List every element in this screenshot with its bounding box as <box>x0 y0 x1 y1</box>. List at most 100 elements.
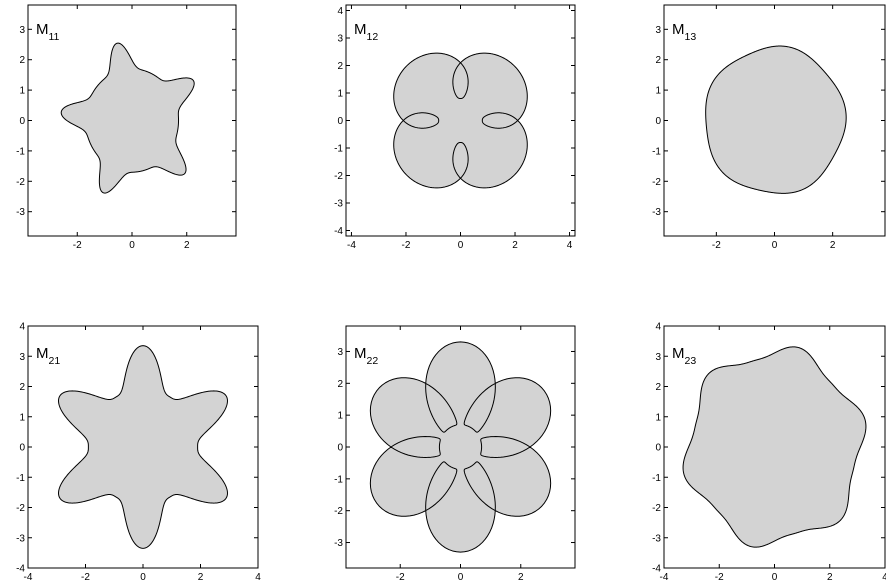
panel-label-m11: M11 <box>36 21 60 43</box>
x-tick-label-m11-0: -2 <box>73 240 82 251</box>
y-tick-label-m12-1: -3 <box>334 199 343 210</box>
y-tick-label-m21-2: -2 <box>16 503 25 514</box>
y-tick-label-m22-0: -3 <box>334 538 343 549</box>
y-tick-label-m12-0: -4 <box>334 226 343 237</box>
y-axis-m12: -4 -3 -2 -1 0 1 2 3 4 <box>334 6 575 237</box>
y-tick-label-m12-2: -2 <box>334 171 343 182</box>
x-tick-label-m22-2: 2 <box>518 572 524 581</box>
panel-label-m21: M21 <box>36 345 60 367</box>
y-tick-label-m11-4: 1 <box>19 86 25 97</box>
shape-m23 <box>682 346 867 548</box>
panel-m12: -4 -2 0 2 4 -4 -3 -2 -1 0 1 2 3 4 M12 <box>334 4 576 251</box>
y-tick-label-m22-6: 3 <box>337 347 343 358</box>
y-tick-label-m23-8: 4 <box>655 322 661 333</box>
y-tick-label-m13-3: 0 <box>655 116 661 127</box>
y-tick-label-m22-2: -1 <box>334 474 343 485</box>
x-axis-m11: -2 0 2 <box>73 5 190 251</box>
panel-m21: -4 -2 0 2 4 -4 -3 -2 -1 0 1 2 3 4 M21 <box>16 322 261 581</box>
x-tick-label-m12-0: -4 <box>347 240 356 251</box>
panel-label-m13: M13 <box>672 21 696 43</box>
y-tick-label-m21-0: -4 <box>16 564 25 575</box>
x-tick-label-m21-1: -2 <box>81 572 90 581</box>
x-axis-m21: -4 -2 0 2 4 <box>24 326 261 581</box>
y-tick-label-m23-1: -3 <box>652 533 661 544</box>
shape-m21 <box>58 345 228 549</box>
shape-m12 <box>393 52 528 189</box>
panel-label-m23: M23 <box>672 345 696 367</box>
x-tick-label-m13-2: 2 <box>830 240 836 251</box>
y-tick-label-m21-4: 0 <box>19 443 25 454</box>
y-tick-label-m21-8: 4 <box>19 322 25 333</box>
y-tick-label-m11-6: 3 <box>19 25 25 36</box>
y-tick-label-m23-2: -2 <box>652 503 661 514</box>
panel-label-m12: M12 <box>354 21 378 43</box>
y-tick-label-m11-2: -1 <box>16 146 25 157</box>
y-axis-m21: -4 -3 -2 -1 0 1 2 3 4 <box>16 322 258 575</box>
x-tick-label-m21-4: 4 <box>255 572 261 581</box>
y-tick-label-m13-6: 3 <box>655 25 661 36</box>
panel-m13: -2 0 2 -3 -2 -1 0 1 2 3 M13 <box>652 4 886 251</box>
y-tick-label-m22-5: 2 <box>337 379 343 390</box>
y-tick-label-m23-3: -1 <box>652 473 661 484</box>
panel-m23: -4 -2 0 2 4 -4 -3 -2 -1 0 1 2 3 4 M23 <box>652 322 886 581</box>
y-tick-label-m12-6: 2 <box>337 61 343 72</box>
y-tick-label-m21-6: 2 <box>19 382 25 393</box>
y-tick-label-m11-5: 2 <box>19 55 25 66</box>
x-tick-label-m23-1: -2 <box>715 572 724 581</box>
y-tick-label-m12-5: 1 <box>337 89 343 100</box>
y-axis-m22: -3 -2 -1 0 1 2 3 <box>334 347 575 549</box>
y-tick-label-m12-7: 3 <box>337 34 343 45</box>
x-tick-label-m13-0: -2 <box>712 240 721 251</box>
x-tick-label-m23-2: 0 <box>772 572 778 581</box>
x-tick-label-m11-2: 2 <box>184 240 190 251</box>
x-tick-label-m12-4: 4 <box>567 240 573 251</box>
panel-m22: -2 0 2 -3 -2 -1 0 1 2 3 M22 <box>334 325 576 581</box>
x-axis-m13: -2 0 2 <box>712 5 836 251</box>
y-tick-label-m12-3: -1 <box>334 144 343 155</box>
y-axis-m23: -4 -3 -2 -1 0 1 2 3 4 <box>652 322 885 575</box>
panel-label-m22: M22 <box>354 345 378 367</box>
y-tick-label-m11-3: 0 <box>19 116 25 127</box>
x-axis-m12: -4 -2 0 2 4 <box>347 5 573 251</box>
y-tick-label-m12-4: 0 <box>337 116 343 127</box>
y-tick-label-m13-5: 2 <box>655 55 661 66</box>
x-axis-m23: -4 -2 0 2 4 <box>660 326 886 581</box>
x-tick-label-m23-3: 2 <box>827 572 833 581</box>
x-tick-label-m23-0: -4 <box>660 572 669 581</box>
y-tick-label-m23-4: 0 <box>655 443 661 454</box>
y-tick-label-m22-3: 0 <box>337 443 343 454</box>
x-tick-label-m12-1: -2 <box>402 240 411 251</box>
x-tick-label-m13-1: 0 <box>772 240 778 251</box>
x-tick-label-m22-0: -2 <box>396 572 405 581</box>
x-tick-label-m23-4: 4 <box>882 572 886 581</box>
y-tick-label-m23-6: 2 <box>655 382 661 393</box>
y-tick-label-m21-3: -1 <box>16 473 25 484</box>
y-tick-label-m23-5: 1 <box>655 412 661 423</box>
x-tick-label-m22-1: 0 <box>458 572 464 581</box>
y-tick-label-m11-1: -2 <box>16 177 25 188</box>
x-tick-label-m11-1: 0 <box>129 240 135 251</box>
x-tick-label-m21-3: 2 <box>198 572 204 581</box>
y-tick-label-m21-7: 3 <box>19 352 25 363</box>
y-tick-label-m13-4: 1 <box>655 86 661 97</box>
x-tick-label-m21-2: 0 <box>140 572 146 581</box>
y-tick-label-m23-0: -4 <box>652 564 661 575</box>
y-axis-m13: -3 -2 -1 0 1 2 3 <box>652 25 885 218</box>
y-tick-label-m23-7: 3 <box>655 352 661 363</box>
y-tick-label-m12-8: 4 <box>337 6 343 17</box>
shape-m11 <box>60 42 195 194</box>
shape-m13 <box>705 45 847 194</box>
x-tick-label-m12-2: 0 <box>458 240 464 251</box>
y-tick-label-m13-2: -1 <box>652 146 661 157</box>
x-tick-label-m12-3: 2 <box>512 240 518 251</box>
y-tick-label-m21-1: -3 <box>16 533 25 544</box>
y-axis-m11: -3 -2 -1 0 1 2 3 <box>16 25 236 218</box>
y-tick-label-m13-0: -3 <box>652 207 661 218</box>
y-tick-label-m22-4: 1 <box>337 411 343 422</box>
x-tick-label-m21-0: -4 <box>24 572 33 581</box>
y-tick-label-m21-5: 1 <box>19 412 25 423</box>
y-tick-label-m11-0: -3 <box>16 207 25 218</box>
panel-m11: -2 0 2 -3 -2 -1 0 1 2 3 M11 <box>16 4 237 251</box>
shape-m22 <box>369 341 552 553</box>
